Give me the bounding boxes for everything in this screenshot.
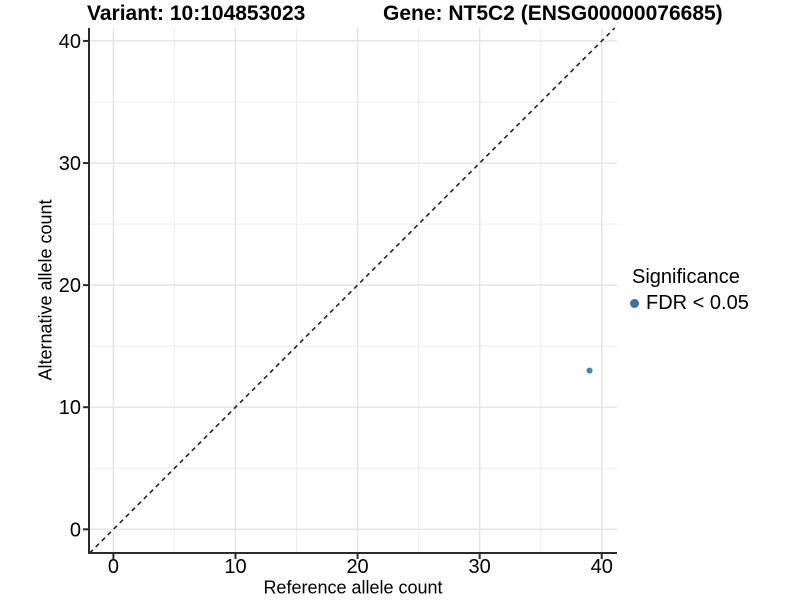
- legend-entry: FDR < 0.05: [630, 292, 749, 315]
- x-tick-label: 10: [224, 556, 246, 578]
- data-point: [586, 367, 593, 374]
- x-tick-label: 0: [108, 556, 119, 578]
- y-tick-label: 20: [59, 275, 81, 297]
- y-tick-label: 30: [59, 153, 81, 175]
- identity-dashed-line: [89, 27, 616, 554]
- x-tick-label: 30: [469, 556, 491, 578]
- plot-title-gene: Gene: NT5C2 (ENSG00000076685): [383, 2, 723, 25]
- legend: Significance FDR < 0.05: [630, 266, 749, 315]
- y-tick-label: 40: [59, 31, 81, 53]
- legend-entry-label: FDR < 0.05: [646, 292, 749, 314]
- legend-title: Significance: [632, 266, 740, 288]
- plot-title-variant: Variant: 10:104853023: [87, 2, 306, 25]
- y-tick-label: 0: [70, 519, 81, 541]
- y-tick-label: 10: [59, 397, 81, 419]
- y-axis-label: Alternative allele count: [35, 199, 56, 381]
- x-tick-label: 20: [346, 556, 368, 578]
- legend-point-icon: [630, 299, 639, 308]
- x-tick-label: 40: [591, 556, 613, 578]
- x-axis-label: Reference allele count: [263, 577, 443, 598]
